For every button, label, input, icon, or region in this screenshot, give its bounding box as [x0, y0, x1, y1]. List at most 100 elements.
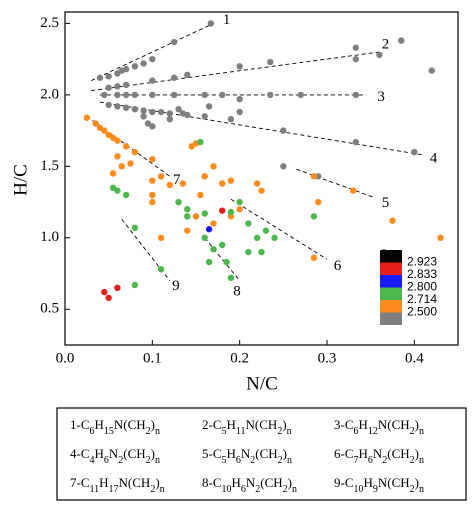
- line-label: 5: [382, 195, 390, 211]
- point: [236, 206, 243, 213]
- point: [166, 181, 173, 189]
- legend-text-part: H: [95, 446, 104, 461]
- legend-entry: 9-C10H9N(CH2)n: [334, 475, 424, 495]
- point: [227, 177, 235, 184]
- point: [262, 227, 270, 234]
- legend-text-part: 7-C: [70, 475, 90, 490]
- point: [157, 173, 165, 180]
- point: [201, 173, 208, 180]
- point: [280, 127, 287, 134]
- point: [166, 110, 173, 117]
- legend-text-part: N: [109, 446, 119, 461]
- legend-text-part: 2: [250, 455, 255, 466]
- point: [197, 138, 204, 146]
- point: [184, 111, 191, 119]
- point: [101, 127, 108, 134]
- point: [310, 213, 318, 220]
- legend-frame: [56, 407, 467, 501]
- point: [210, 163, 217, 170]
- trend-line: [296, 168, 376, 199]
- legend-text-part: 9: [373, 484, 378, 495]
- point: [114, 153, 121, 160]
- point: [149, 108, 156, 116]
- line-label: 4: [430, 151, 438, 167]
- point: [170, 74, 178, 81]
- trend-line: [230, 198, 328, 260]
- point: [219, 91, 226, 99]
- point: [149, 91, 156, 99]
- legend-text-part: 1-C: [70, 417, 90, 432]
- point: [131, 148, 139, 156]
- point: [310, 254, 318, 262]
- legend-text-part: ): [415, 475, 419, 490]
- legend-text-part: ): [155, 475, 159, 490]
- legend-text-part: 2: [150, 484, 155, 495]
- point: [122, 65, 130, 73]
- point: [201, 210, 208, 217]
- legend-text-part: H: [359, 417, 368, 432]
- point: [83, 114, 91, 121]
- legend-entry: 2-C5H11N(CH2)n: [202, 417, 292, 437]
- line-label: 8: [233, 284, 241, 300]
- point: [253, 234, 261, 242]
- point: [140, 107, 147, 114]
- point: [96, 74, 104, 81]
- legend-text-part: n: [155, 426, 160, 437]
- legend-text-part: ): [151, 446, 155, 461]
- point: [376, 51, 383, 59]
- trend-line: [91, 23, 214, 82]
- legend-text-part: 6: [104, 455, 109, 466]
- point: [227, 115, 235, 123]
- point: [411, 148, 418, 156]
- legend-text-part: 15: [104, 426, 114, 437]
- point: [149, 198, 156, 206]
- legend-text-part: H: [359, 446, 368, 461]
- point: [236, 198, 243, 206]
- legend-text-part: 5: [222, 426, 227, 437]
- colorbar-label: 2.800: [407, 280, 437, 294]
- legend-text-part: H: [99, 475, 108, 490]
- legend-text-part: ): [288, 475, 292, 490]
- point: [149, 77, 156, 84]
- colorbar-swatch: [380, 287, 402, 300]
- colorbar-swatch: [380, 300, 402, 313]
- x-tick-label: 0.0: [56, 350, 75, 366]
- point: [184, 206, 191, 213]
- legend-text-part: n: [419, 455, 424, 466]
- point: [184, 71, 191, 79]
- legend-text-part: 11: [90, 484, 100, 495]
- line-label: 9: [172, 278, 180, 294]
- legend-text-part: N(CH: [378, 417, 410, 432]
- legend-text-part: 17: [109, 484, 119, 495]
- point: [105, 294, 112, 302]
- legend-entry: 1-C6H15N(CH2)n: [70, 417, 160, 437]
- point: [131, 91, 139, 99]
- colorbar-label: 2.833: [407, 267, 437, 281]
- legend-text-part: 2: [382, 455, 387, 466]
- point: [149, 156, 156, 163]
- point: [267, 91, 274, 99]
- legend-text-part: 2: [146, 455, 151, 466]
- point: [184, 213, 191, 220]
- legend-text-part: ): [283, 446, 287, 461]
- legend-text-part: n: [287, 455, 292, 466]
- legend-text-part: n: [292, 484, 297, 495]
- colorbar-swatch: [380, 275, 402, 288]
- point: [398, 37, 405, 44]
- point: [201, 91, 208, 99]
- legend-text-part: H: [95, 417, 104, 432]
- legend-text-part: n: [419, 484, 424, 495]
- point: [245, 220, 252, 227]
- y-tick-label: 2.0: [40, 86, 59, 102]
- point: [310, 173, 318, 180]
- point: [140, 60, 147, 67]
- point: [149, 177, 156, 184]
- point: [253, 180, 261, 187]
- point: [105, 73, 112, 80]
- point: [207, 20, 215, 27]
- line-label: 1: [223, 12, 231, 28]
- point: [280, 163, 287, 170]
- point: [149, 55, 156, 63]
- point: [114, 91, 121, 99]
